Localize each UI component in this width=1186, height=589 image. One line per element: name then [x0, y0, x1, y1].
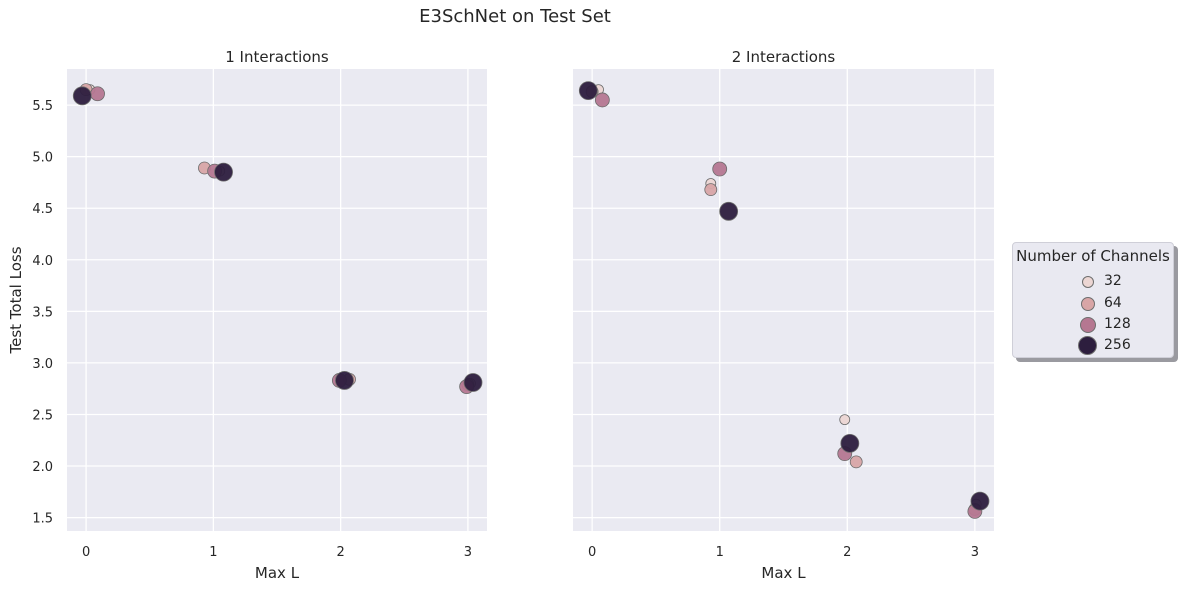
plot-area	[67, 69, 487, 531]
point-256	[463, 373, 483, 392]
point-256	[840, 433, 860, 453]
panel-1: 1 Interactions 0 1 2 3 1.5 2.0 2.5 3.0 3.5 4.0 4.5 5…	[7, 48, 487, 582]
point-128	[594, 92, 610, 108]
y-tick-label: 3.0	[32, 357, 53, 372]
legend-label-64: 64	[1104, 295, 1122, 311]
point-256	[719, 201, 739, 221]
y-tick-label: 5.0	[32, 151, 53, 166]
plot-area	[573, 69, 994, 531]
y-tick-label: 1.5	[32, 512, 53, 527]
y-tick-label: 4.0	[32, 254, 53, 269]
point-64	[704, 183, 718, 197]
legend-label-256: 256	[1104, 337, 1131, 353]
y-axis-label: Test Total Loss	[7, 246, 25, 354]
point-256	[214, 162, 233, 182]
x-tick-label: 0	[82, 545, 90, 560]
x-tick-label: 2	[336, 545, 344, 560]
figure-title: E3SchNet on Test Set	[419, 6, 611, 27]
point-256	[970, 491, 990, 511]
point-128	[90, 86, 105, 102]
point-256	[335, 371, 354, 390]
x-axis-label: Max L	[255, 564, 300, 582]
legend-marker-32	[1082, 276, 1094, 288]
point-64	[849, 455, 863, 469]
panel-2: 2 Interactions 0 1 2 3 Max L	[573, 48, 994, 582]
legend-item-128: 128	[1013, 314, 1173, 336]
legend-item-32: 32	[1013, 271, 1173, 293]
y-tick-label: 3.5	[32, 305, 53, 320]
legend: Number of Channels 32 64 128 256	[1012, 242, 1174, 358]
legend-title: Number of Channels	[1016, 247, 1170, 265]
point-256	[578, 81, 598, 101]
x-tick-label: 3	[971, 545, 979, 560]
legend-item-64: 64	[1013, 293, 1173, 315]
point-128	[712, 161, 728, 177]
legend-item-256: 256	[1013, 335, 1173, 357]
panel-title: 1 Interactions	[225, 48, 329, 66]
x-tick-label: 1	[209, 545, 217, 560]
panel-title: 2 Interactions	[732, 48, 836, 66]
x-axis-label: Max L	[761, 564, 806, 582]
x-tick-label: 0	[588, 545, 596, 560]
point-256	[72, 86, 92, 106]
x-tick-label: 2	[843, 545, 851, 560]
x-tick-label: 3	[464, 545, 472, 560]
y-tick-label: 5.5	[32, 99, 53, 114]
legend-marker-64	[1081, 297, 1095, 311]
y-tick-label: 2.0	[32, 460, 53, 475]
y-tick-label: 4.5	[32, 202, 53, 217]
legend-label-128: 128	[1104, 316, 1131, 332]
legend-marker-256	[1078, 336, 1097, 355]
y-tick-label: 2.5	[32, 408, 53, 423]
legend-marker-128	[1080, 317, 1096, 333]
x-tick-label: 1	[716, 545, 724, 560]
legend-label-32: 32	[1104, 273, 1122, 289]
point-32	[839, 414, 851, 426]
